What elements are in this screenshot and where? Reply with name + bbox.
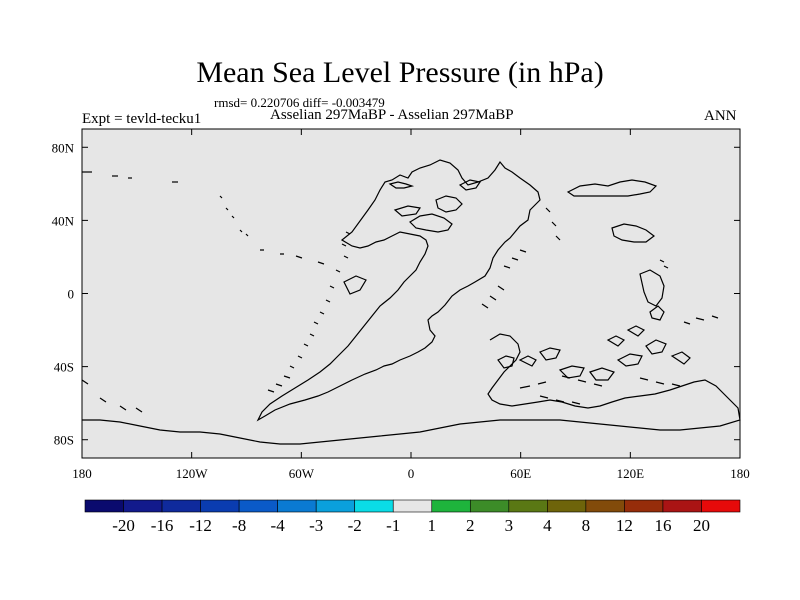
colorbar-swatch (277, 499, 317, 513)
x-tick-label: 180 (72, 466, 92, 481)
y-axis: 80N 40N 0 40S 80S (52, 140, 740, 448)
colorbar-swatch (354, 499, 394, 513)
y-tick-label: 80S (54, 433, 74, 448)
y-tick-label: 80N (52, 140, 75, 155)
colorbar-swatch (508, 499, 548, 513)
coastlines (81, 159, 741, 445)
stats-label: rmsd= 0.220706 diff= -0.003479 (214, 95, 385, 110)
colorbar-swatch (123, 499, 163, 513)
season-label: ANN (704, 108, 737, 124)
colorbar-swatch (469, 499, 510, 513)
x-tick-label: 60W (289, 466, 315, 481)
colorbar-label: -12 (189, 516, 212, 535)
colorbar-label: 4 (543, 516, 552, 535)
colorbar-swatch (431, 499, 471, 513)
x-tick-label: 120E (617, 466, 645, 481)
colorbar-swatch (315, 499, 356, 513)
colorbar-swatch (161, 499, 201, 513)
colorbar-swatch (547, 499, 587, 513)
map-background (82, 129, 740, 458)
subtitle: Asselian 297MaBP - Asselian 297MaBP (270, 107, 514, 123)
colorbar-swatch (238, 499, 278, 513)
colorbar-swatch (392, 499, 433, 513)
x-axis: 180 120W 60W 0 60E 120E 180 (72, 129, 750, 481)
y-tick-label: 40S (54, 360, 74, 375)
x-tick-label: 60E (510, 466, 531, 481)
x-tick-label: 180 (730, 466, 750, 481)
colorbar-label: 2 (466, 516, 475, 535)
colorbar-swatch (84, 499, 124, 513)
colorbar-label: 16 (654, 516, 671, 535)
colorbar-label: -4 (271, 516, 286, 535)
x-tick-label: 120W (176, 466, 209, 481)
colorbar-label: -20 (112, 516, 135, 535)
y-tick-label: 0 (68, 287, 75, 302)
y-tick-label: 40N (52, 213, 75, 228)
colorbar-label: -8 (232, 516, 246, 535)
colorbar-label: 3 (505, 516, 514, 535)
experiment-label: Expt = tevld-tecku1 (82, 111, 202, 127)
colorbar: -20 -16 -12 -8 -4 -3 -2 -1 1 2 3 4 8 12 16 20 (84, 499, 741, 535)
colorbar-swatch (585, 499, 625, 513)
colorbar-swatch (624, 499, 664, 513)
colorbar-label: -2 (348, 516, 362, 535)
colorbar-swatch (662, 499, 702, 513)
colorbar-label: 1 (428, 516, 437, 535)
colorbar-label: 12 (616, 516, 633, 535)
colorbar-label: -3 (309, 516, 323, 535)
colorbar-label: 20 (693, 516, 710, 535)
colorbar-swatch (200, 499, 240, 513)
colorbar-label: -16 (151, 516, 174, 535)
colorbar-label: 8 (582, 516, 591, 535)
x-tick-label: 0 (408, 466, 415, 481)
colorbar-swatch (701, 499, 741, 513)
chart-title: Mean Sea Level Pressure (in hPa) (196, 56, 604, 89)
colorbar-label: -1 (386, 516, 400, 535)
